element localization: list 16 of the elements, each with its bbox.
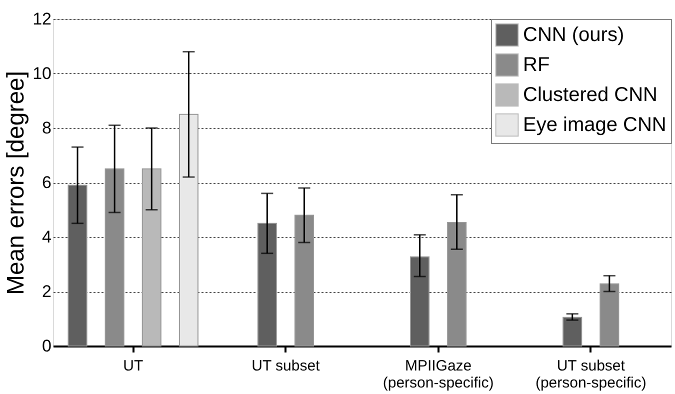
y-axis-title: Mean errors [degree] — [2, 70, 30, 296]
y-tick-label: 4 — [42, 228, 52, 246]
x-tick-label: UT subset — [252, 358, 321, 374]
legend-label: Clustered CNN — [523, 84, 658, 106]
y-tick-label: 0 — [42, 336, 52, 356]
y-tick-label: 10 — [32, 64, 52, 83]
legend-label: Eye image CNN — [523, 114, 666, 136]
y-tick-label: 8 — [42, 118, 52, 138]
y-tick-label: 12 — [32, 10, 52, 28]
legend-label: RF — [523, 54, 550, 76]
y-tick-label: 6 — [42, 173, 52, 192]
x-tick-label: UT subset (person-specific) — [535, 358, 646, 392]
legend-label: CNN (ours) — [523, 24, 624, 46]
x-tick-label: UT — [123, 358, 144, 374]
y-tick-label: 2 — [42, 282, 52, 301]
x-tick-label: MPIIGaze (person-specific) — [382, 358, 494, 392]
